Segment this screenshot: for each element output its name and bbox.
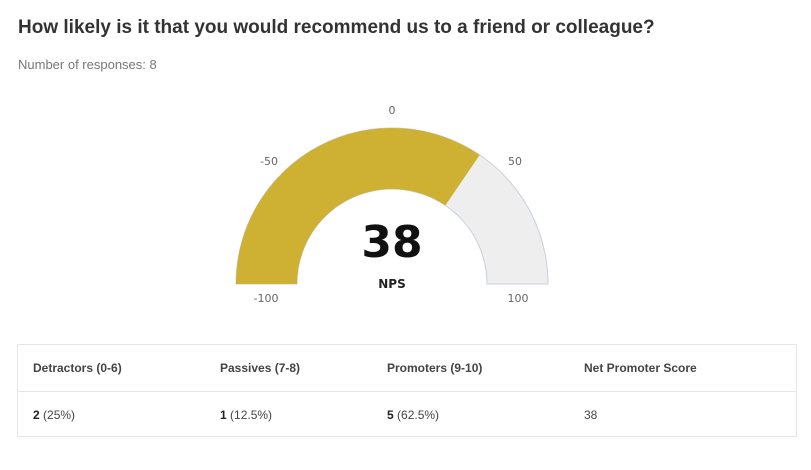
nps-caption: NPS bbox=[378, 277, 405, 291]
passives-cell: 1 (12.5%) bbox=[205, 408, 372, 422]
header-net-promoter-score: Net Promoter Score bbox=[584, 361, 697, 375]
nps-gauge: -100 -50 0 50 100 38 NPS bbox=[235, 104, 549, 305]
gauge-fill bbox=[236, 128, 480, 284]
gauge-tick-label: 0 bbox=[389, 104, 396, 117]
passives-percent: (12.5%) bbox=[230, 408, 273, 422]
promoters-cell: 5 (62.5%) bbox=[372, 408, 569, 422]
gauge-tick-label: 100 bbox=[508, 292, 529, 305]
gauge-tick-label: -50 bbox=[260, 155, 278, 168]
detractors-percent: (25%) bbox=[43, 408, 76, 422]
detractors-cell: 2 (25%) bbox=[18, 408, 205, 422]
nps-summary-table: Detractors (0-6) Passives (7-8) Promoter… bbox=[17, 344, 797, 437]
question-title: How likely is it that you would recommen… bbox=[18, 17, 655, 38]
table-header-row: Detractors (0-6) Passives (7-8) Promoter… bbox=[18, 345, 796, 392]
detractors-count: 2 bbox=[33, 408, 40, 422]
header-promoters: Promoters (9-10) bbox=[387, 361, 483, 375]
gauge-tick-label: -100 bbox=[254, 292, 279, 305]
header-detractors: Detractors (0-6) bbox=[33, 361, 122, 375]
header-passives: Passives (7-8) bbox=[220, 361, 301, 375]
response-count: Number of responses: 8 bbox=[18, 57, 157, 72]
gauge-tick-label: 50 bbox=[508, 155, 522, 168]
promoters-count: 5 bbox=[387, 408, 394, 422]
passives-count: 1 bbox=[220, 408, 227, 422]
nps-value: 38 bbox=[361, 217, 422, 268]
gauge-tick-labels: -100 -50 0 50 100 bbox=[254, 104, 529, 305]
table-row: 2 (25%) 1 (12.5%) 5 (62.5%) 38 bbox=[18, 392, 796, 438]
nps-cell: 38 bbox=[584, 408, 598, 422]
promoters-percent: (62.5%) bbox=[397, 408, 440, 422]
